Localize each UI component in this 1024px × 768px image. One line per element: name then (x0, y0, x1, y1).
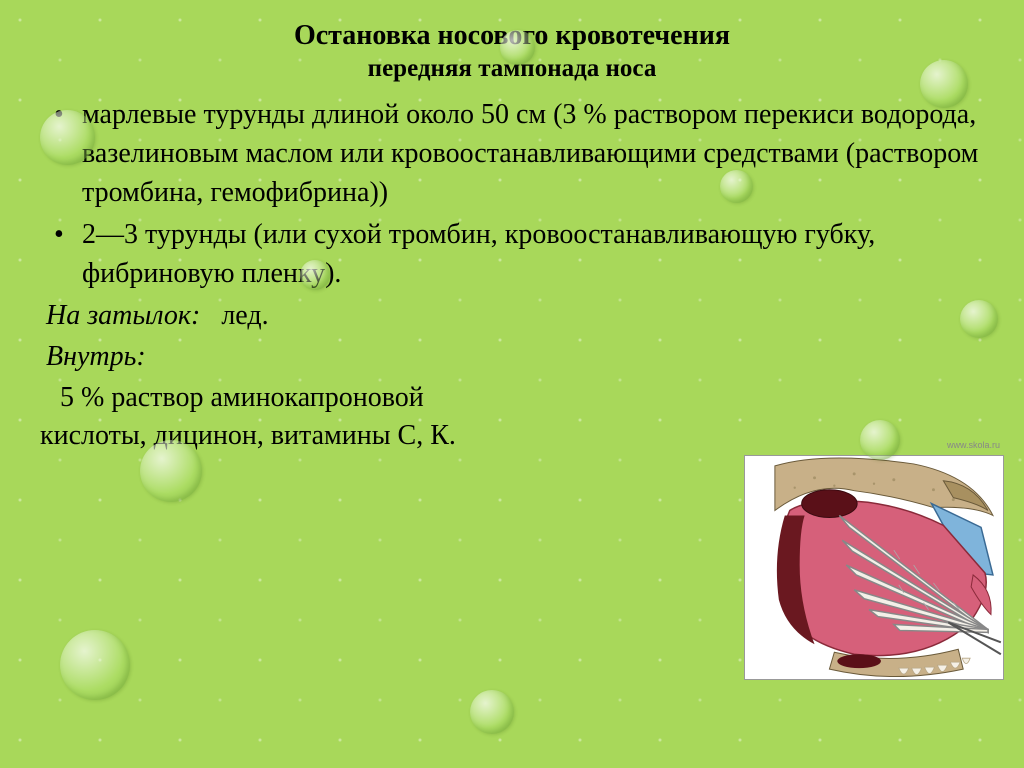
water-droplet (140, 440, 202, 502)
watermark: www.skola.ru (947, 440, 1000, 450)
note-back: На затылок: лед. (40, 297, 984, 336)
list-item: марлевые турунды длиной около 50 см (3 %… (40, 96, 984, 212)
note-inside-label: Внутрь: (40, 338, 984, 377)
note-back-value: лед. (221, 300, 268, 331)
note-back-label: На затылок: (46, 300, 200, 331)
water-droplet (470, 690, 514, 734)
water-droplet (40, 110, 95, 165)
water-droplet (60, 630, 130, 700)
water-droplet (960, 300, 998, 338)
water-droplet (720, 170, 753, 203)
water-droplet (920, 60, 968, 108)
water-droplet (500, 30, 535, 65)
nasal-anatomy-image (744, 455, 1004, 680)
note-inside-line1: 5 % раствор аминокапроновой (40, 379, 984, 418)
list-item: 2—3 турунды (или сухой тромбин, кровоост… (40, 216, 984, 293)
slide-container: Остановка носового кровотечения передняя… (0, 0, 1024, 768)
slide-content: марлевые турунды длиной около 50 см (3 %… (40, 96, 984, 456)
water-droplet (300, 260, 330, 290)
bullet-list: марлевые турунды длиной около 50 см (3 %… (40, 96, 984, 293)
water-droplet (860, 420, 900, 460)
